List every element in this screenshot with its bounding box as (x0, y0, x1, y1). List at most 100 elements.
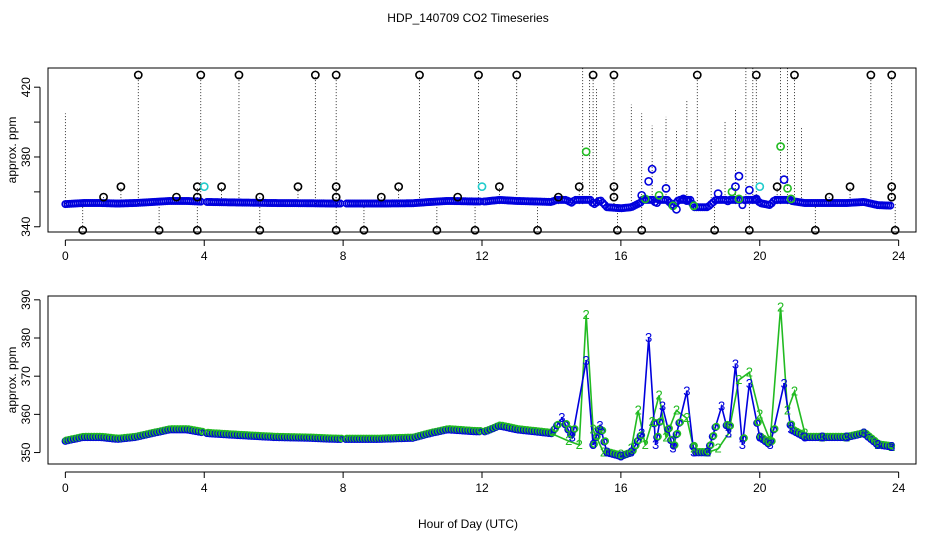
top-baseline-points (61, 195, 895, 213)
series-2-marker: 2 (690, 441, 697, 456)
top-x-tick-label: 12 (475, 249, 489, 263)
outlier-point (331, 182, 341, 192)
series-3-marker: 3 (603, 445, 610, 460)
outlier-point (359, 225, 369, 235)
series-3-marker: 3 (652, 437, 659, 452)
outlier-point (192, 225, 202, 235)
outlier-point (574, 182, 584, 192)
outlier-point (192, 192, 202, 202)
outlier-point (255, 192, 265, 202)
outlier-point (154, 225, 164, 235)
outlier-point (637, 225, 647, 235)
series-2-marker (665, 424, 673, 433)
outlier-point (494, 182, 504, 192)
series-3-marker: 3 (819, 429, 826, 444)
bottom-x-tick-label: 12 (475, 481, 489, 495)
series-2-marker (598, 426, 607, 435)
series-2-marker (570, 425, 579, 433)
outlier-point (887, 182, 897, 192)
bottom-x-tick-label: 20 (753, 481, 767, 495)
top-y-tick-label: 380 (19, 147, 33, 167)
series-2-marker (590, 440, 598, 448)
series-2-marker (740, 434, 748, 442)
outlier-point (99, 192, 108, 202)
outlier-point (310, 70, 320, 80)
bottom-y-tick-label: 390 (19, 289, 33, 309)
green-point (786, 194, 796, 204)
series-2-marker: 2 (649, 414, 656, 429)
blue-point (644, 177, 654, 186)
series-2-marker: 2 (714, 441, 721, 456)
outlier-point (255, 225, 265, 235)
series-3-marker: 3 (617, 448, 624, 463)
outlier-point (133, 70, 143, 80)
series-3-marker: 3 (583, 353, 590, 368)
series-2-marker: 2 (767, 433, 774, 448)
series-2-marker: 2 (784, 403, 791, 418)
series-3-marker: 3 (628, 445, 635, 460)
outlier-point (415, 70, 424, 80)
series-3-marker: 3 (669, 441, 676, 456)
outlier-point (432, 225, 442, 235)
series-3-marker: 3 (683, 383, 690, 398)
series-2-marker: 2 (662, 429, 669, 444)
series-3-marker: 3 (874, 437, 881, 452)
outlier-point (470, 225, 480, 235)
baseline-point (596, 196, 605, 205)
series-2-marker: 2 (874, 437, 881, 452)
outlier-point (613, 225, 622, 235)
series-3-marker: 3 (596, 418, 603, 433)
bottom-y-tick-label: 370 (19, 366, 33, 386)
series-2-marker (601, 437, 610, 445)
series-2-marker: 2 (617, 446, 624, 461)
outlier-point (744, 225, 754, 235)
outlier-point (331, 70, 341, 80)
baseline-point (886, 201, 895, 210)
top-x-tick-label: 4 (201, 249, 208, 263)
outlier-point (172, 192, 181, 202)
baseline-point (598, 198, 607, 207)
bottom-x-tick-label: 0 (62, 481, 69, 495)
outlier-point (890, 225, 900, 235)
green-point (654, 190, 664, 200)
bottom-x-tick-label: 24 (892, 481, 906, 495)
top-y-tick-label: 340 (19, 216, 33, 236)
series-2-marker: 2 (635, 403, 642, 418)
series-2-marker: 2 (589, 422, 596, 437)
series-3-marker: 3 (718, 399, 725, 414)
series-2-marker (770, 425, 779, 433)
green-point (689, 201, 699, 211)
series-2-marker (637, 431, 646, 440)
outlier-point (234, 70, 244, 80)
series-2-marker: 2 (642, 437, 649, 452)
bottom-y-axis-label: approx. ppm (5, 347, 19, 414)
series-3-marker: 3 (732, 357, 739, 372)
outlier-point (710, 225, 720, 235)
series-2-marker (554, 420, 562, 429)
chart-title: HDP_140709 CO2 Timeseries (387, 11, 548, 25)
outlier-point (866, 70, 876, 80)
bottom-x-tick-label: 8 (340, 481, 347, 495)
outlier-point (533, 225, 542, 235)
blue-point (713, 189, 723, 199)
blue-point (661, 183, 671, 193)
bottom-y-tick-label: 350 (19, 442, 33, 462)
series-2-marker: 2 (888, 439, 895, 454)
outlier-point (192, 182, 202, 192)
cyan-point (755, 182, 765, 192)
series-2-marker: 2 (791, 383, 798, 398)
outlier-point (453, 192, 463, 202)
series-2-marker (707, 441, 715, 449)
outlier-point (474, 70, 483, 80)
series-3-marker: 3 (787, 422, 794, 437)
series-3-marker: 3 (746, 376, 753, 391)
series-2-marker (676, 418, 685, 426)
top-x-tick-label: 16 (614, 249, 628, 263)
series-3-marker: 3 (888, 439, 895, 454)
series-2-marker: 2 (565, 433, 572, 448)
outlier-point (331, 225, 341, 235)
